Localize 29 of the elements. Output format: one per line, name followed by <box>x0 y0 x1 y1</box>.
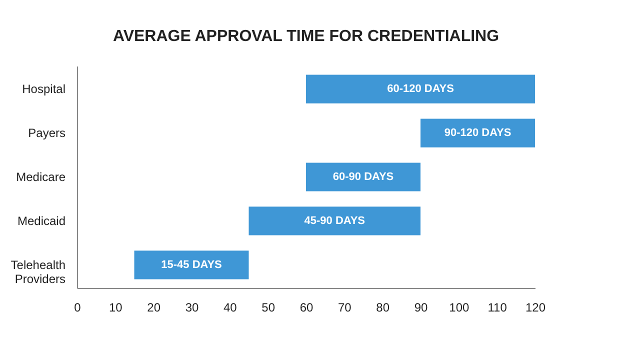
y-tick-label: Medicare <box>16 170 66 184</box>
chart-title: AVERAGE APPROVAL TIME FOR CREDENTIALING <box>112 28 500 45</box>
bar <box>306 162 420 192</box>
x-tick-label: 40 <box>223 300 238 314</box>
x-tick-label: 30 <box>185 300 199 314</box>
bar <box>420 118 535 148</box>
y-tick-label: Telehealth Providers <box>10 258 66 286</box>
y-tick-label: Medicaid <box>17 214 66 228</box>
x-tick-label: 0 <box>74 300 82 314</box>
x-tick-label: 90 <box>414 300 428 314</box>
x-tick-label: 80 <box>376 300 390 314</box>
data-label: 90-120 DAYS <box>444 127 512 140</box>
y-tick-label: Hospital <box>22 82 66 96</box>
bar <box>248 206 420 236</box>
x-tick-label: 60 <box>300 300 314 314</box>
x-tick-label: 70 <box>338 300 352 314</box>
x-tick-label: 110 <box>488 300 508 314</box>
x-tick-label: 20 <box>147 300 161 314</box>
x-tick-label: 100 <box>449 300 470 314</box>
x-tick-label: 10 <box>108 300 123 314</box>
data-label: 60-120 DAYS <box>387 83 454 96</box>
bar <box>134 250 249 280</box>
x-tick-label: 120 <box>525 300 546 314</box>
x-tick-label: 50 <box>262 300 276 314</box>
bar <box>306 74 535 104</box>
data-label: 45-90 DAYS <box>304 214 365 227</box>
data-label: 60-90 DAYS <box>332 171 394 183</box>
y-tick-label: Payers <box>28 126 66 140</box>
data-label: 15-45 DAYS <box>161 258 222 271</box>
